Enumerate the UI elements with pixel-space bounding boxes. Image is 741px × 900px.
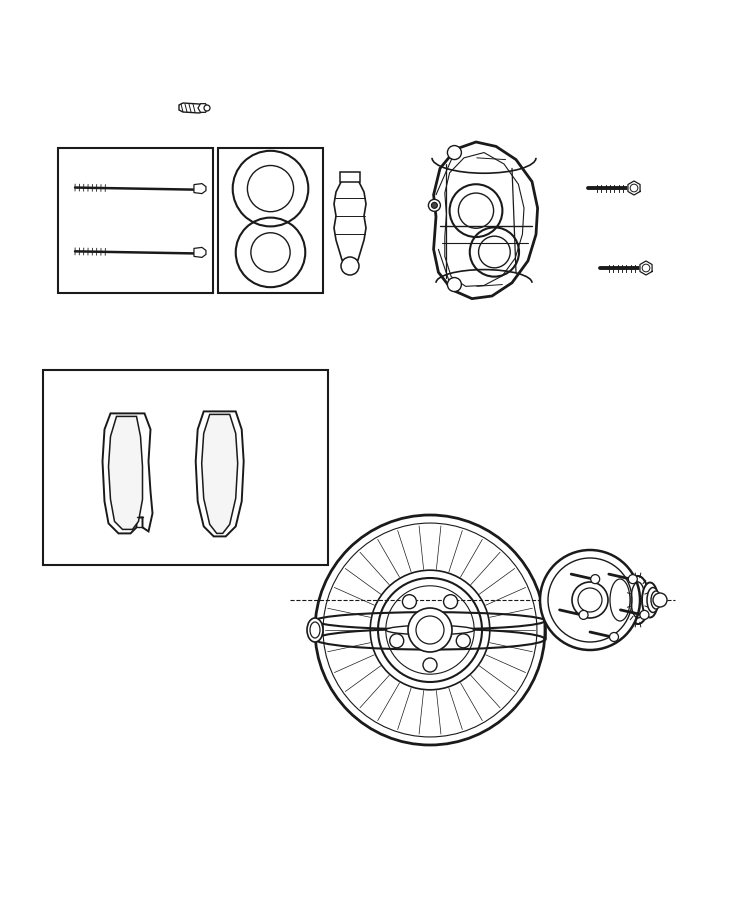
Polygon shape [102,413,153,534]
Circle shape [423,658,437,672]
Polygon shape [194,184,206,194]
Circle shape [572,582,608,618]
Circle shape [628,574,637,583]
Circle shape [428,200,440,212]
Ellipse shape [386,626,474,634]
Bar [340,172,360,182]
Circle shape [444,595,458,608]
Circle shape [390,634,404,648]
Polygon shape [108,417,142,529]
Circle shape [402,595,416,608]
Bar [218,148,323,293]
Circle shape [448,146,462,159]
Ellipse shape [647,588,659,613]
Polygon shape [334,180,366,260]
Bar [58,148,213,293]
Ellipse shape [606,572,634,627]
Circle shape [640,610,649,619]
Polygon shape [198,104,208,112]
Ellipse shape [651,591,661,609]
Ellipse shape [307,618,323,642]
Polygon shape [202,414,238,534]
Circle shape [448,277,462,292]
Circle shape [408,608,452,652]
Circle shape [431,202,437,209]
Circle shape [204,105,210,111]
Circle shape [579,610,588,619]
Polygon shape [628,181,640,195]
Ellipse shape [642,582,658,617]
Circle shape [341,257,359,275]
Circle shape [591,574,599,583]
Circle shape [456,634,471,648]
Ellipse shape [315,612,545,629]
Polygon shape [179,103,207,113]
Bar [43,370,328,565]
Ellipse shape [315,629,545,650]
Ellipse shape [653,593,667,607]
Polygon shape [196,411,244,536]
Polygon shape [194,248,206,257]
Circle shape [610,633,619,642]
Circle shape [540,550,640,650]
Polygon shape [433,142,538,299]
Polygon shape [640,261,652,275]
Ellipse shape [627,576,649,624]
